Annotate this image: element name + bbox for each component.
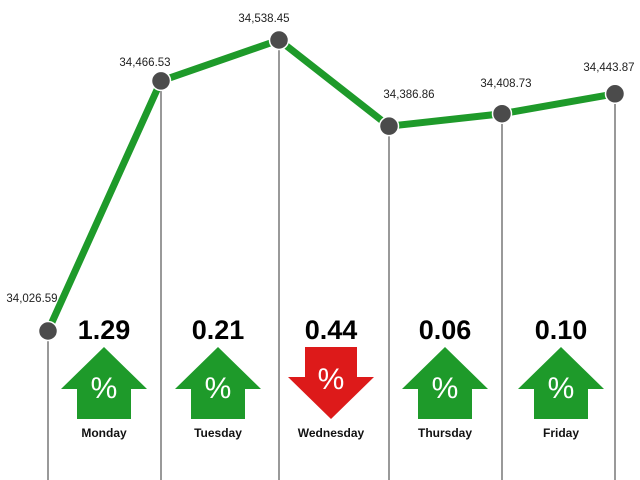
index-series [44, 36, 619, 335]
percent-value: 0.06 [419, 315, 472, 345]
up-arrow-icon [402, 347, 488, 419]
change-friday: 0.10% Friday [518, 315, 604, 440]
data-points [37, 29, 626, 342]
change-thursday: 0.06% Thursday [402, 315, 488, 440]
value-label-0: 34,026.59 [6, 293, 57, 305]
series-line [44, 36, 619, 335]
percent-symbol: % [205, 372, 232, 405]
data-point-5 [604, 83, 626, 105]
percent-value: 0.10 [535, 315, 588, 345]
value-label-3: 34,386.86 [383, 89, 434, 101]
value-label-5: 34,443.87 [583, 62, 634, 74]
percent-value: 0.44 [305, 315, 358, 345]
percent-value: 0.21 [192, 315, 245, 345]
value-label-4: 34,408.73 [480, 78, 531, 90]
daily-changes: 1.29% Monday 0.21% Tuesday 0.44% Wednesday 0.0… [61, 315, 604, 440]
value-label-2: 34,538.45 [238, 13, 289, 25]
change-tuesday: 0.21% Tuesday [175, 315, 261, 440]
percent-value: 1.29 [78, 315, 131, 345]
change-wednesday: 0.44% Wednesday [288, 315, 374, 440]
day-label: Monday [81, 426, 127, 440]
value-labels: 34,026.59 34,466.53 34,538.45 34,386.86 34,4… [6, 13, 634, 305]
percent-symbol: % [548, 372, 575, 405]
value-label-1: 34,466.53 [119, 57, 170, 69]
data-point-4 [491, 103, 513, 124]
percent-symbol: % [432, 372, 459, 405]
percent-symbol: % [318, 363, 345, 396]
data-point-0 [37, 320, 59, 342]
data-point-1 [150, 70, 172, 92]
data-point-3 [378, 115, 400, 137]
down-arrow-icon [288, 347, 374, 419]
day-label: Tuesday [194, 426, 242, 440]
up-arrow-icon [175, 347, 261, 419]
up-arrow-icon [518, 347, 604, 419]
percent-symbol: % [91, 372, 118, 405]
day-label: Wednesday [298, 426, 365, 440]
data-point-2 [268, 29, 290, 51]
change-monday: 1.29% Monday [61, 315, 147, 440]
day-dividers [47, 40, 616, 480]
up-arrow-icon [61, 347, 147, 419]
day-label: Friday [543, 426, 579, 440]
day-label: Thursday [418, 426, 472, 440]
